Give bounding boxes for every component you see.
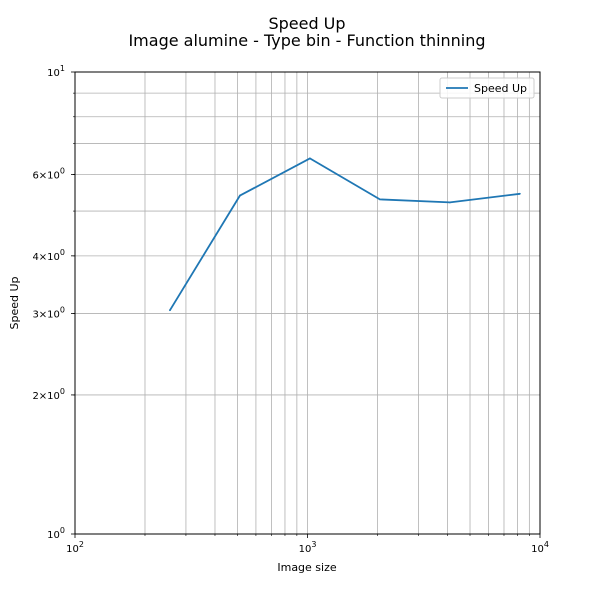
legend: Speed Up: [439, 77, 535, 99]
data-point: [448, 201, 451, 204]
legend-box: [439, 77, 535, 99]
data-point: [308, 157, 311, 160]
series-layer: [169, 157, 521, 312]
data-point: [169, 309, 171, 312]
y-tick-label: 4×100: [32, 248, 65, 263]
y-tick-label: 3×100: [32, 306, 65, 321]
chart-subtitle: Image alumine - Type bin - Function thin…: [128, 31, 485, 50]
x-tick-label: 102: [66, 540, 84, 555]
data-point: [518, 192, 521, 195]
y-tick-label: 2×100: [32, 387, 65, 402]
y-tick-label: 6×100: [32, 166, 65, 181]
data-point: [239, 194, 241, 197]
y-axis-label: Speed Up: [8, 276, 21, 329]
x-tick-label: 104: [531, 540, 549, 555]
data-point: [378, 198, 381, 201]
legend-label: Speed Up: [474, 82, 527, 95]
y-tick-label: 100: [47, 526, 65, 541]
y-tick-label: 101: [47, 64, 65, 79]
axes: 102 103 104 100 2×100 3×100 4×100 6×100 101: [32, 64, 548, 555]
grid-lines: [75, 72, 540, 534]
x-axis-label: Image size: [277, 561, 337, 574]
chart-title: Speed Up: [268, 14, 345, 33]
x-tick-label: 103: [299, 540, 317, 555]
series-line: [169, 157, 521, 311]
